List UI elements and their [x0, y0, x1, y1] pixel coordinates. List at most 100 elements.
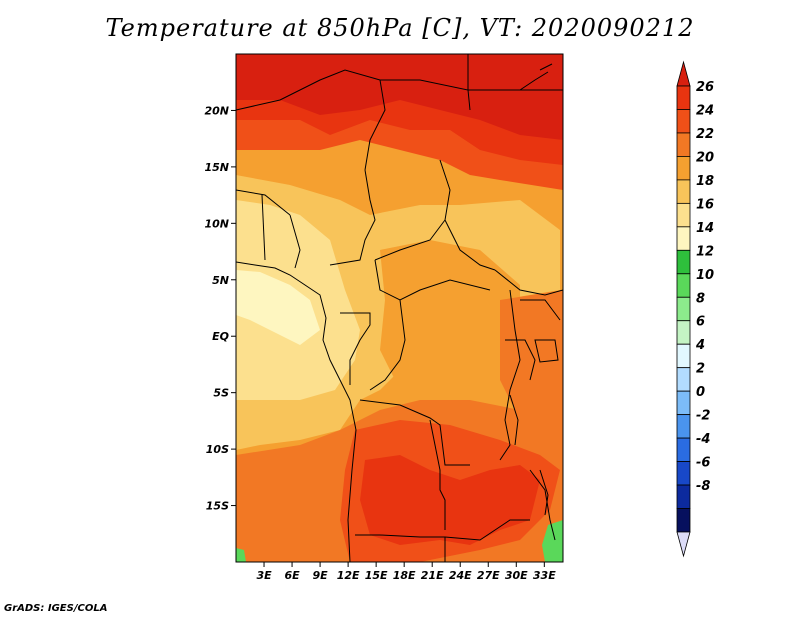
nile-ne-2	[539, 63, 553, 71]
contour-west-14	[236, 270, 320, 345]
border-zambia-zim	[444, 519, 530, 541]
border-angola-east	[429, 419, 446, 530]
colorbar-swatch	[676, 508, 691, 533]
lon-tick-label: 3E	[256, 569, 272, 582]
cool-spot-southeast	[542, 520, 563, 562]
border-congo-1	[340, 312, 371, 385]
lat-tick-label: 20N	[204, 104, 229, 117]
lat-tick-label: 5N	[212, 274, 229, 287]
colorbar-swatch	[676, 343, 691, 369]
colorbar-swatch	[676, 484, 691, 509]
lon-tick-label: 12E	[337, 569, 360, 582]
colorbar-swatch	[676, 156, 691, 181]
border-drc-east	[499, 289, 521, 461]
colorbar-swatch	[676, 179, 691, 204]
colorbar-swatch	[676, 132, 691, 157]
colorbar-swatch	[676, 367, 691, 392]
colorbar-swatch	[676, 273, 691, 298]
latitude-axis: 20N 15N 10N 5N EQ 5S 10S 15S	[204, 104, 236, 513]
border-drc-south	[359, 399, 470, 466]
lon-tick-label: 33E	[533, 569, 556, 582]
border-north-1	[236, 69, 471, 111]
border-sahel-2	[261, 194, 266, 261]
colorbar-label: 24	[696, 103, 714, 118]
lake-malawi	[539, 469, 549, 516]
colorbar-top-arrow	[676, 60, 691, 87]
cool-spot-southwest	[236, 548, 246, 562]
border-libya-egypt	[467, 54, 563, 91]
colorbar-swatch	[676, 461, 691, 486]
lon-tick-label: 21E	[421, 569, 444, 582]
colorbar-swatch	[676, 437, 691, 462]
colorbar-swatch	[676, 296, 691, 322]
chart-title: Temperature at 850hPa [C], VT: 202009021…	[105, 14, 695, 42]
colorbar-swatch	[676, 414, 691, 439]
colorbar-label: 26	[696, 80, 714, 95]
colorbar-label: 10	[696, 268, 714, 283]
border-car-north	[374, 219, 446, 261]
colorbar-swatch	[676, 226, 691, 251]
colorbar-label: -6	[696, 456, 710, 471]
lat-tick-label: 5S	[213, 387, 229, 400]
border-rwanda-burundi	[505, 339, 536, 381]
colorbar-label: -2	[696, 409, 710, 424]
colorbar-label: 22	[696, 127, 714, 142]
lat-tick-label: 15N	[204, 161, 229, 174]
colorbar-label: 8	[696, 291, 705, 306]
contour-central-20	[380, 240, 520, 400]
nile-ne-1	[519, 71, 549, 91]
border-sahel-1	[236, 189, 291, 216]
lon-tick-label: 9E	[312, 569, 328, 582]
colorbar-swatch	[676, 109, 691, 134]
colorbar-label: 18	[696, 174, 714, 189]
colorbar-label: 2	[696, 362, 705, 377]
colorbar-swatch	[676, 390, 691, 416]
map-frame	[235, 53, 564, 563]
colorbar-swatch	[676, 85, 691, 110]
border-south-sudan-east	[494, 269, 563, 296]
border-nigeria-chad	[329, 169, 376, 266]
lon-tick-label: 30E	[505, 569, 528, 582]
contour-north-top	[236, 54, 563, 140]
lon-tick-label: 27E	[477, 569, 500, 582]
colorbar-label: 20	[696, 150, 714, 165]
longitude-axis: 3E 6E 9E 12E 15E 18E 21E 24E 27E 30E 33E	[256, 562, 556, 582]
lake-tanganyika	[509, 394, 519, 446]
border-congo-2	[369, 299, 406, 391]
contour-east-22	[500, 290, 563, 430]
colorbar-label: 6	[696, 315, 705, 330]
colorbar-label: 14	[696, 221, 714, 236]
colorbar-swatch	[676, 202, 691, 228]
lon-tick-label: 24E	[449, 569, 472, 582]
lake-victoria	[534, 339, 559, 363]
colorbar-label: 12	[696, 244, 714, 259]
colorbar-label: 4	[695, 338, 705, 353]
border-chad-sudan	[439, 159, 496, 271]
lon-tick-label: 6E	[284, 569, 300, 582]
lon-tick-label: 18E	[393, 569, 416, 582]
colorbar-swatch	[676, 320, 691, 345]
lat-tick-label: 10S	[206, 443, 229, 456]
colorbar-label: 0	[696, 385, 705, 400]
credit-label: GrADS: IGES/COLA	[4, 603, 108, 614]
temperature-field	[236, 54, 563, 562]
lat-tick-label: 15S	[206, 500, 229, 513]
border-car-south	[374, 259, 491, 301]
lat-tick-label: 10N	[204, 217, 229, 230]
colorbar-label: 16	[696, 197, 714, 212]
border-sahel-3	[289, 214, 301, 269]
border-north-2	[364, 79, 386, 171]
colorbar-label: -8	[696, 479, 710, 494]
coastline-west	[236, 261, 357, 562]
country-borders	[236, 54, 563, 562]
border-angola-zambia	[355, 534, 445, 538]
border-east-1	[520, 299, 561, 321]
colorbar-swatch	[676, 249, 691, 275]
lon-tick-label: 15E	[365, 569, 388, 582]
colorbar-label: -4	[696, 432, 710, 447]
contour-south-26	[360, 455, 540, 545]
lat-tick-label: EQ	[212, 330, 229, 343]
border-malawi-moz	[529, 469, 556, 541]
